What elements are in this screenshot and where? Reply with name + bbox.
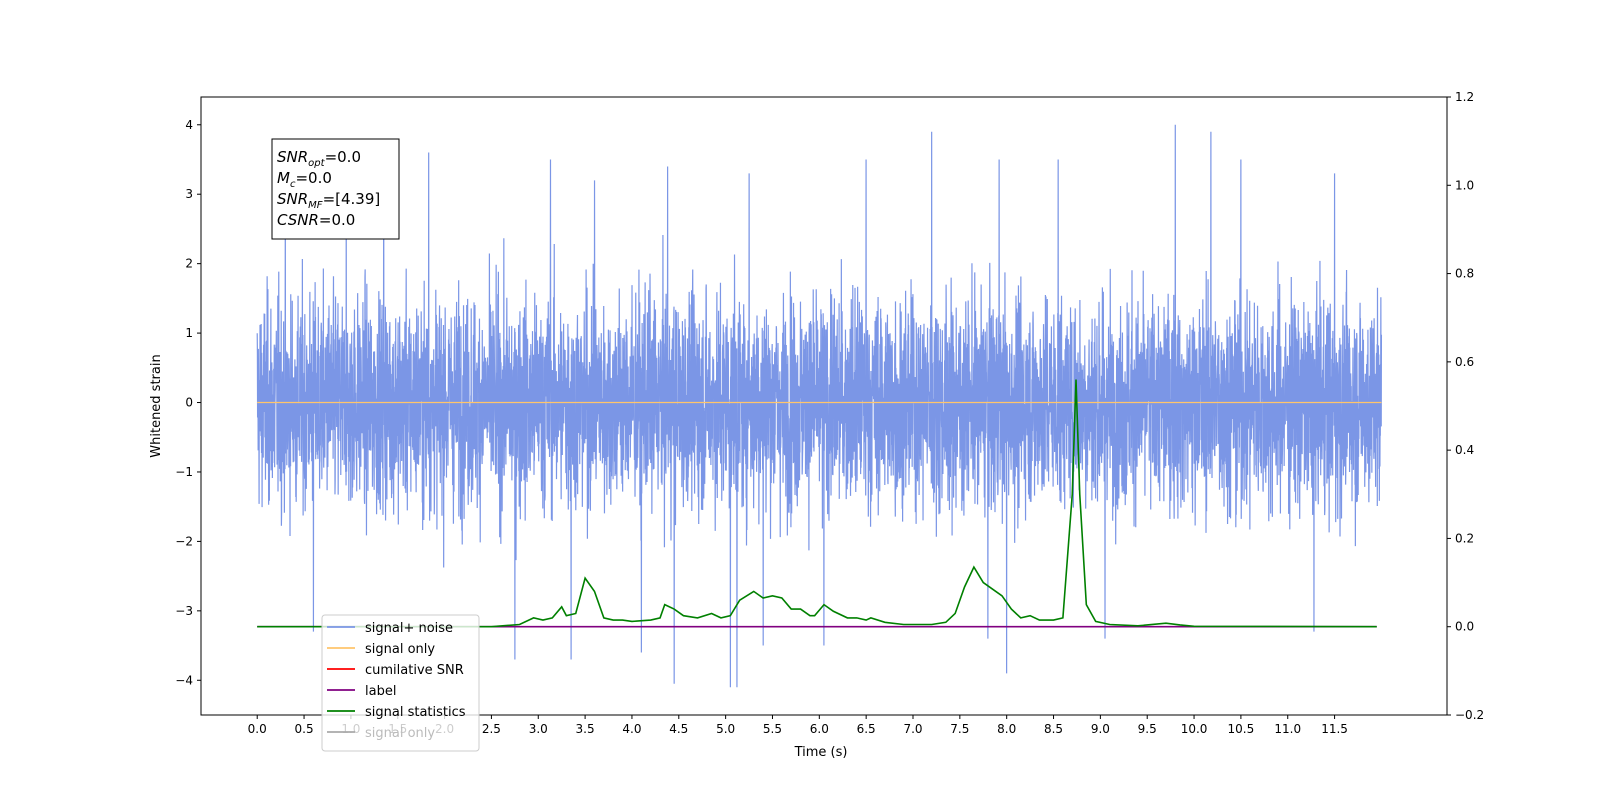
legend-label: signal only [365,726,435,741]
x-tick-label: 9.0 [1091,722,1110,736]
x-tick-label: 3.5 [576,722,595,736]
y-tick-label: −4 [175,673,193,687]
x-tick-label: 0.5 [295,722,314,736]
y-axis-left: 4 3 2 1 0 −1 −2 −3 −4 [175,118,201,687]
annotation-line: CSNR=0.0 [277,211,355,229]
y-tick-label: 0 [185,396,193,410]
series-signal-noise [256,124,1383,688]
legend-label: cumilative SNR [365,663,464,678]
legend-frame [321,614,480,752]
x-tick-label: 8.5 [1044,722,1063,736]
x-tick-label: 5.5 [763,722,782,736]
x-tick-label: 7.5 [950,722,969,736]
x-tick-label: 7.0 [903,722,922,736]
y2-tick-label: 0.6 [1455,355,1474,369]
y2-tick-label: −0.2 [1455,708,1484,722]
x-tick-label: 6.0 [810,722,829,736]
annotation-line: SNRopt=0.0 [277,148,361,169]
y-tick-label: 1 [185,326,193,340]
x-tick-label: 10.5 [1228,722,1255,736]
x-tick-label: 11.0 [1274,722,1301,736]
x-tick-label: 0.0 [248,722,267,736]
y-tick-label: −1 [175,465,193,479]
x-tick-label: 2.5 [482,722,501,736]
y-axis-label: Whitened strain [149,354,164,457]
x-tick-label: 6.5 [857,722,876,736]
y-tick-label: 2 [185,257,193,271]
x-tick-label: 9.5 [1138,722,1157,736]
axes-frame [200,96,1448,716]
legend-label: signal only [365,642,435,657]
series-line-4 [257,379,1377,628]
y2-tick-label: 0.8 [1455,267,1474,281]
y-tick-label: 4 [185,118,193,132]
x-tick-label: 3.0 [529,722,548,736]
annotation-frame [271,138,400,240]
series-layer [256,124,1383,688]
y-tick-label: −2 [175,534,193,548]
legend-label: signal statistics [365,705,466,720]
annotation-line: SNRMF=[4.39] [277,190,380,211]
x-tick-label: 11.5 [1321,722,1348,736]
x-tick-label: 4.0 [622,722,641,736]
y2-tick-label: 1.0 [1455,178,1474,192]
y2-tick-label: 0.2 [1455,531,1474,545]
x-tick-label: 4.5 [669,722,688,736]
y-tick-label: −3 [175,604,193,618]
annotation-line: Mc=0.0 [277,169,332,190]
y2-tick-label: 0.4 [1455,443,1474,457]
y-axis-right: 1.2 1.0 0.8 0.6 0.4 0.2 0.0 −0.2 [1447,90,1484,722]
y2-tick-label: 1.2 [1455,90,1474,104]
legend-label: signal+ noise [365,621,453,636]
x-tick-label: 5.0 [716,722,735,736]
y2-tick-label: 0.0 [1455,620,1474,634]
x-axis-label: Time (s) [794,745,848,760]
x-tick-label: 8.0 [997,722,1016,736]
x-tick-label: 10.0 [1181,722,1208,736]
legend: signal+ noise signal only cumilative SNR la… [321,614,480,752]
legend-label: label [365,684,396,699]
y-tick-label: 3 [185,187,193,201]
